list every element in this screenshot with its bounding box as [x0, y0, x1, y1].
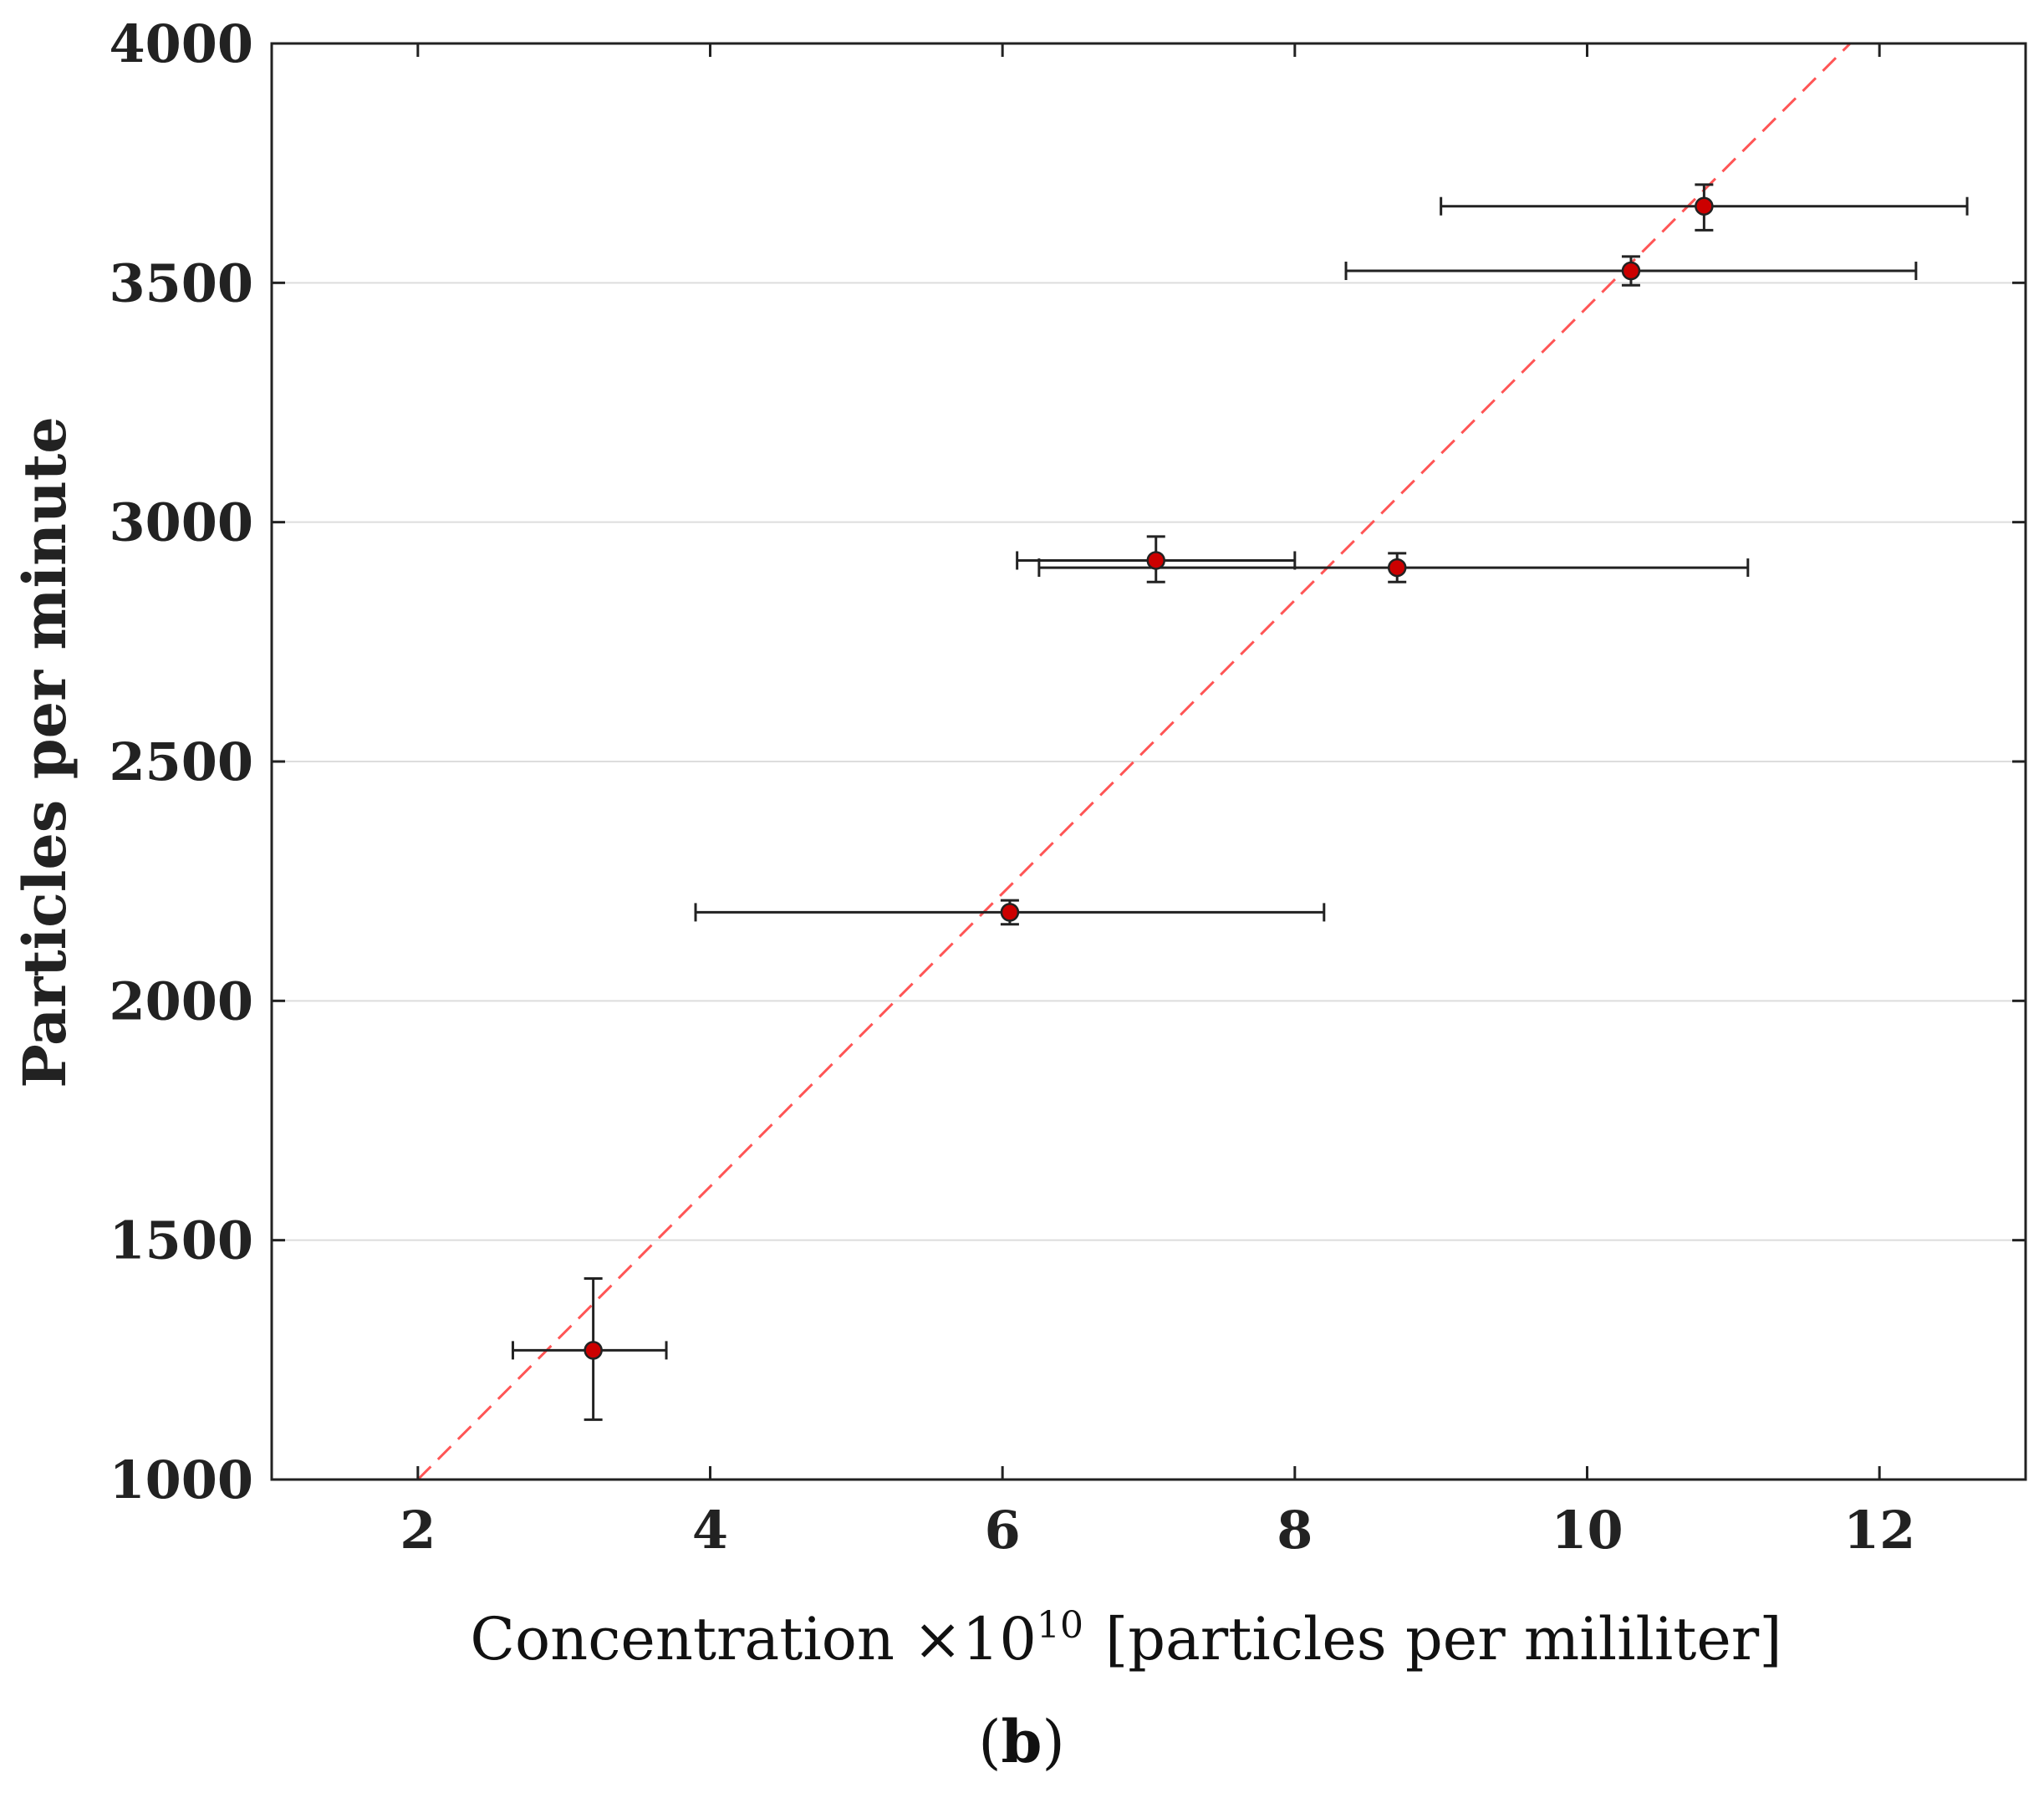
- axis-ticks: [272, 42, 2026, 1481]
- x-tick-label: 2: [400, 1500, 436, 1561]
- x-axis-title: Concentration ×1010 [particles per milili…: [470, 1604, 1781, 1673]
- data-point: [1695, 196, 1714, 216]
- x-axis-title-main: Concentration ×10: [470, 1605, 1037, 1673]
- data-point: [1000, 903, 1020, 922]
- y-tick-label: 3000: [109, 492, 253, 553]
- x-tick-label: 8: [1277, 1500, 1313, 1561]
- panel-label-letter: b: [1002, 1707, 1042, 1776]
- x-tick-label: 12: [1843, 1500, 1915, 1561]
- x-tick-label: 10: [1551, 1500, 1623, 1561]
- grid-lines: [272, 282, 2026, 1241]
- data-point: [1146, 551, 1165, 570]
- tick-labels: 1000 1500 2000 2500 3000 3500 4000 2 4 6 8 10 12: [109, 13, 1915, 1561]
- panel-label-close: ): [1042, 1708, 1064, 1776]
- y-tick-label: 1500: [109, 1210, 253, 1271]
- y-axis-title: Particles per minute: [10, 416, 79, 1088]
- data-point: [584, 1341, 603, 1360]
- panel-label-open: (: [978, 1708, 1001, 1776]
- y-tick-label: 4000: [109, 13, 253, 74]
- data-point: [1387, 558, 1407, 578]
- data-point: [1621, 261, 1641, 281]
- y-tick-label: 3500: [109, 252, 253, 313]
- fit-line: [416, 42, 1852, 1481]
- fit-line-group: [416, 42, 1852, 1481]
- x-axis-exponent: 10: [1037, 1604, 1083, 1647]
- x-axis-units: [particles per mililiter]: [1105, 1605, 1782, 1673]
- y-tick-label: 1000: [109, 1449, 253, 1510]
- panel-label: (b): [978, 1707, 1065, 1776]
- error-bars: [511, 183, 1969, 1421]
- x-tick-label: 6: [985, 1500, 1021, 1561]
- y-tick-label: 2500: [109, 731, 253, 792]
- y-tick-label: 2000: [109, 970, 253, 1031]
- x-tick-label: 4: [692, 1500, 728, 1561]
- data-points: [584, 196, 1714, 1360]
